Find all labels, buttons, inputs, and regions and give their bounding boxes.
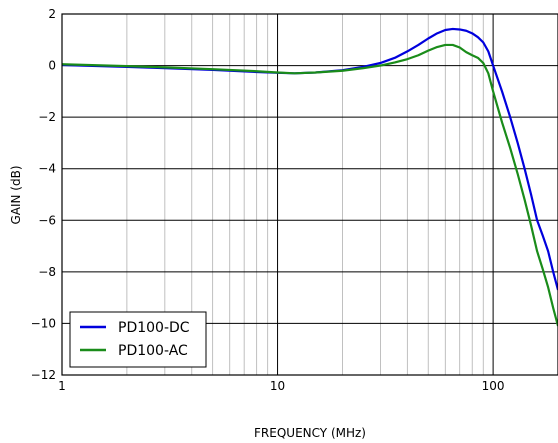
y-tick-label: −12	[31, 368, 56, 382]
legend: PD100-DC PD100-AC	[69, 311, 207, 368]
y-axis-label: GAIN (dB)	[9, 165, 23, 224]
x-tick-label: 100	[482, 379, 505, 393]
plot-frame	[61, 13, 558, 376]
x-axis-label: FREQUENCY (MHz)	[254, 426, 366, 440]
x-tick-label: 1	[58, 379, 66, 393]
legend-label-pd100-dc: PD100-DC	[118, 320, 190, 336]
y-tick-label: −10	[31, 316, 56, 330]
y-tick-label: −6	[38, 213, 56, 227]
x-tick-label: 10	[270, 379, 285, 393]
series-layer	[61, 27, 558, 327]
y-tick-label: −8	[38, 265, 56, 279]
y-tick-label: −4	[38, 162, 56, 176]
tick-labels: 2 0 −2 −4 −6 −8 −10 −121 10 100	[31, 7, 505, 393]
series-line-pd100-ac	[61, 43, 558, 327]
legend-box	[69, 311, 207, 368]
y-tick-label: 2	[48, 7, 56, 21]
legend-label-pd100-ac: PD100-AC	[118, 343, 188, 359]
y-tick-label: 0	[48, 59, 56, 73]
plot-border	[61, 13, 558, 376]
y-tick-label: −2	[38, 110, 56, 124]
